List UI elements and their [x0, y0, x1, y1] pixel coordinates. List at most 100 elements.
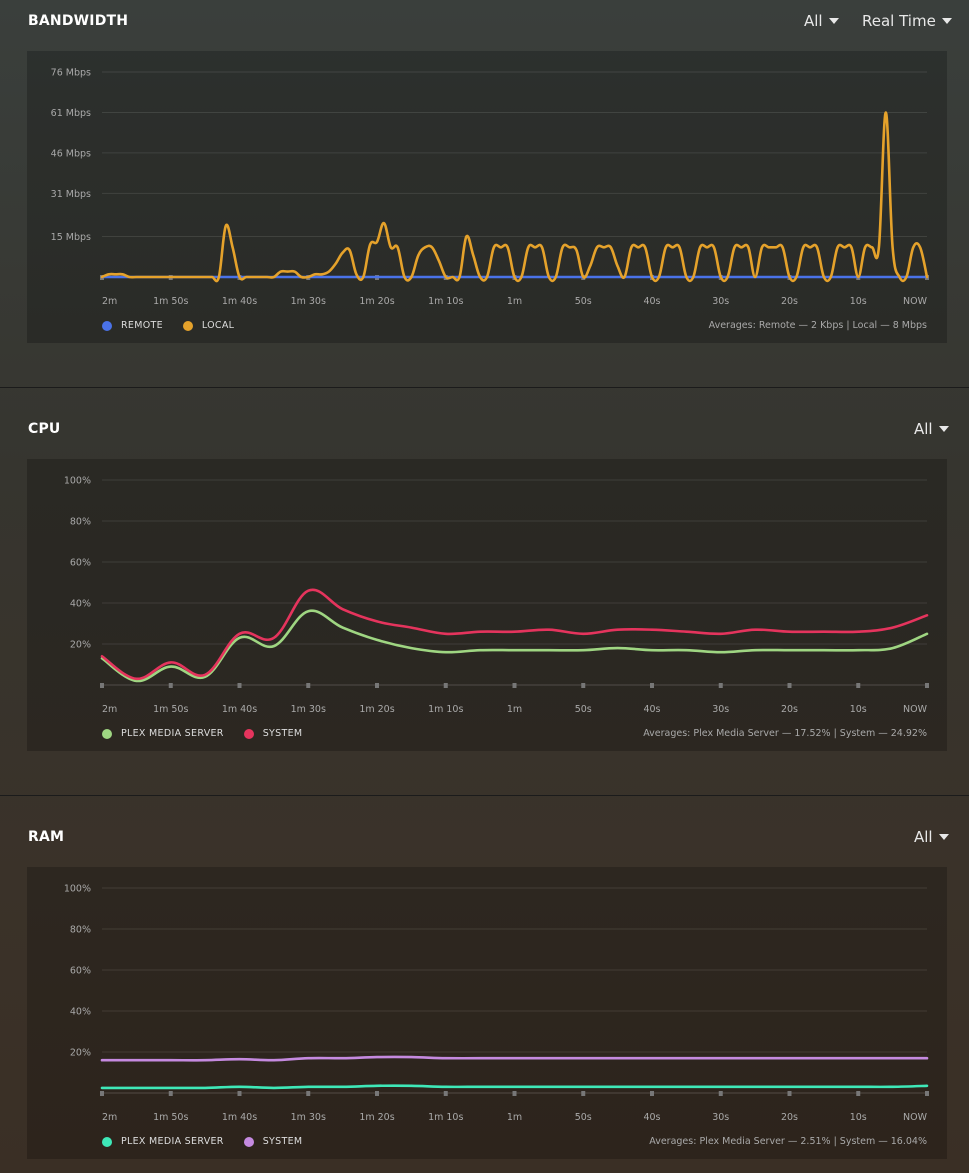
- series-line-local: [100, 111, 929, 283]
- x-tick-mark: [581, 1091, 586, 1096]
- y-tick-label: 20%: [70, 640, 91, 651]
- y-tick-label: 15 Mbps: [51, 232, 91, 243]
- x-tick-label: 20s: [781, 704, 798, 715]
- x-tick-label: 1m 30s: [291, 1112, 326, 1123]
- legend-dot: [102, 728, 112, 739]
- y-tick-label: 100%: [64, 884, 91, 895]
- x-tick-mark: [237, 1091, 242, 1096]
- series-line-plex-media-server: [100, 609, 929, 683]
- x-tick-label: 30s: [712, 704, 729, 715]
- cpu-section: CPU All 20% 40% 60% 80% 100% 2m 1m 50s 1m 40s 1m…: [0, 388, 969, 796]
- legend-item-system[interactable]: SYSTEM: [243, 1136, 303, 1147]
- cpu-chart-panel: 20% 40% 60% 80% 100% 2m 1m 50s 1m 40s 1m 30s 1m 2…: [27, 459, 947, 751]
- x-tick-label: 50s: [575, 296, 592, 307]
- x-tick-mark: [168, 1091, 173, 1096]
- y-tick-label: 40%: [70, 599, 91, 610]
- ram-filter-label: All: [914, 828, 933, 846]
- x-tick-label: 1m 50s: [153, 1112, 188, 1123]
- x-tick-label: 2m: [102, 704, 117, 715]
- x-tick-label: 10s: [850, 296, 867, 307]
- x-tick-mark: [650, 683, 654, 688]
- bandwidth-range-dropdown[interactable]: Real Time: [862, 12, 952, 30]
- x-tick-label: 1m 40s: [222, 704, 257, 715]
- y-tick-label: 20%: [70, 1048, 91, 1059]
- series-line-system: [100, 588, 929, 681]
- legend-item-remote[interactable]: REMOTE: [102, 320, 163, 331]
- ram-chart-panel: 20% 40% 60% 80% 100% 2m 1m 50s 1m 40s 1m 30s 1m 2…: [27, 867, 947, 1159]
- y-tick-label: 100%: [64, 476, 91, 487]
- x-tick-label: 1m 20s: [359, 1112, 394, 1123]
- cpu-chart: 20% 40% 60% 80% 100% 2m 1m 50s 1m 40s 1m 30s 1m 2…: [64, 476, 929, 715]
- x-tick-label: 1m 30s: [291, 296, 326, 307]
- x-tick-mark: [650, 1091, 654, 1096]
- legend-dot: [243, 728, 254, 739]
- y-tick-label: 60%: [70, 558, 91, 569]
- legend-item-system[interactable]: SYSTEM: [243, 728, 303, 739]
- x-tick-mark: [375, 683, 379, 688]
- y-tick-label: 60%: [70, 966, 91, 977]
- legend-label: SYSTEM: [262, 1136, 303, 1147]
- x-tick-label: NOW: [903, 296, 928, 307]
- x-tick-mark: [787, 683, 792, 688]
- chevron-down-icon: [938, 834, 949, 840]
- x-tick-mark: [237, 683, 242, 688]
- bandwidth-range-label: Real Time: [862, 12, 936, 30]
- y-tick-label: 80%: [70, 925, 91, 936]
- legend-item-plex-media-server[interactable]: PLEX MEDIA SERVER: [102, 728, 224, 739]
- legend-dot: [243, 1136, 254, 1147]
- legend-item-local[interactable]: LOCAL: [182, 320, 235, 331]
- y-tick-label: 46 Mbps: [51, 148, 91, 159]
- x-tick-label: 1m 50s: [153, 704, 188, 715]
- y-tick-label: 61 Mbps: [51, 108, 91, 119]
- x-tick-mark: [443, 683, 448, 688]
- bandwidth-chart: 15 Mbps 31 Mbps 46 Mbps 61 Mbps 76 Mbps 2m 1m …: [51, 68, 929, 307]
- bandwidth-legend: REMOTE LOCAL: [102, 320, 234, 331]
- x-tick-mark: [306, 683, 311, 688]
- bandwidth-filter-label: All: [804, 12, 823, 30]
- cpu-legend: PLEX MEDIA SERVER SYSTEM: [102, 728, 302, 739]
- x-tick-mark: [925, 1091, 929, 1096]
- x-tick-label: 2m: [102, 296, 117, 307]
- x-tick-label: 40s: [643, 296, 660, 307]
- x-tick-mark: [168, 683, 173, 688]
- x-tick-label: 20s: [781, 296, 798, 307]
- bandwidth-chart-panel: 15 Mbps 31 Mbps 46 Mbps 61 Mbps 76 Mbps 2m 1m …: [27, 51, 947, 343]
- ram-filter-dropdown[interactable]: All: [914, 828, 949, 846]
- bandwidth-filter-dropdown[interactable]: All: [804, 12, 839, 30]
- series-line-system: [100, 1055, 929, 1062]
- y-tick-label: 80%: [70, 517, 91, 528]
- x-tick-label: 2m: [102, 1112, 117, 1123]
- x-tick-mark: [100, 683, 104, 688]
- x-tick-label: 20s: [781, 1112, 798, 1123]
- legend-item-plex-media-server[interactable]: PLEX MEDIA SERVER: [102, 1136, 224, 1147]
- x-tick-label: 1m 30s: [291, 704, 326, 715]
- y-tick-label: 40%: [70, 1007, 91, 1018]
- section-divider: [0, 387, 969, 388]
- x-tick-label: 1m 40s: [222, 1112, 257, 1123]
- legend-label: SYSTEM: [262, 728, 303, 739]
- section-divider: [0, 795, 969, 796]
- x-tick-mark: [100, 1091, 104, 1096]
- legend-dot: [182, 320, 193, 331]
- x-tick-mark: [443, 1091, 448, 1096]
- cpu-averages: Averages: Plex Media Server — 17.52% | S…: [643, 728, 927, 739]
- x-tick-label: NOW: [903, 1112, 928, 1123]
- x-tick-label: 30s: [712, 1112, 729, 1123]
- x-tick-mark: [306, 1091, 311, 1096]
- x-tick-mark: [856, 683, 861, 688]
- x-tick-label: 40s: [643, 1112, 660, 1123]
- cpu-filter-dropdown[interactable]: All: [914, 420, 949, 438]
- x-tick-label: 40s: [643, 704, 660, 715]
- cpu-filter-label: All: [914, 420, 933, 438]
- legend-label: LOCAL: [201, 320, 235, 331]
- bandwidth-section: BANDWIDTH All Real Time 15 Mbps 31 Mbps 46…: [0, 0, 969, 388]
- ram-section: RAM All 20% 40% 60% 80% 100% 2m 1m 50s 1m 40s 1m…: [0, 796, 969, 1173]
- legend-dot: [102, 1136, 112, 1147]
- x-tick-mark: [718, 1091, 723, 1096]
- x-tick-label: 10s: [850, 1112, 867, 1123]
- y-tick-label: 31 Mbps: [51, 189, 91, 200]
- x-tick-mark: [925, 683, 929, 688]
- x-tick-mark: [787, 1091, 792, 1096]
- x-tick-mark: [718, 683, 723, 688]
- x-tick-label: 1m 20s: [359, 296, 394, 307]
